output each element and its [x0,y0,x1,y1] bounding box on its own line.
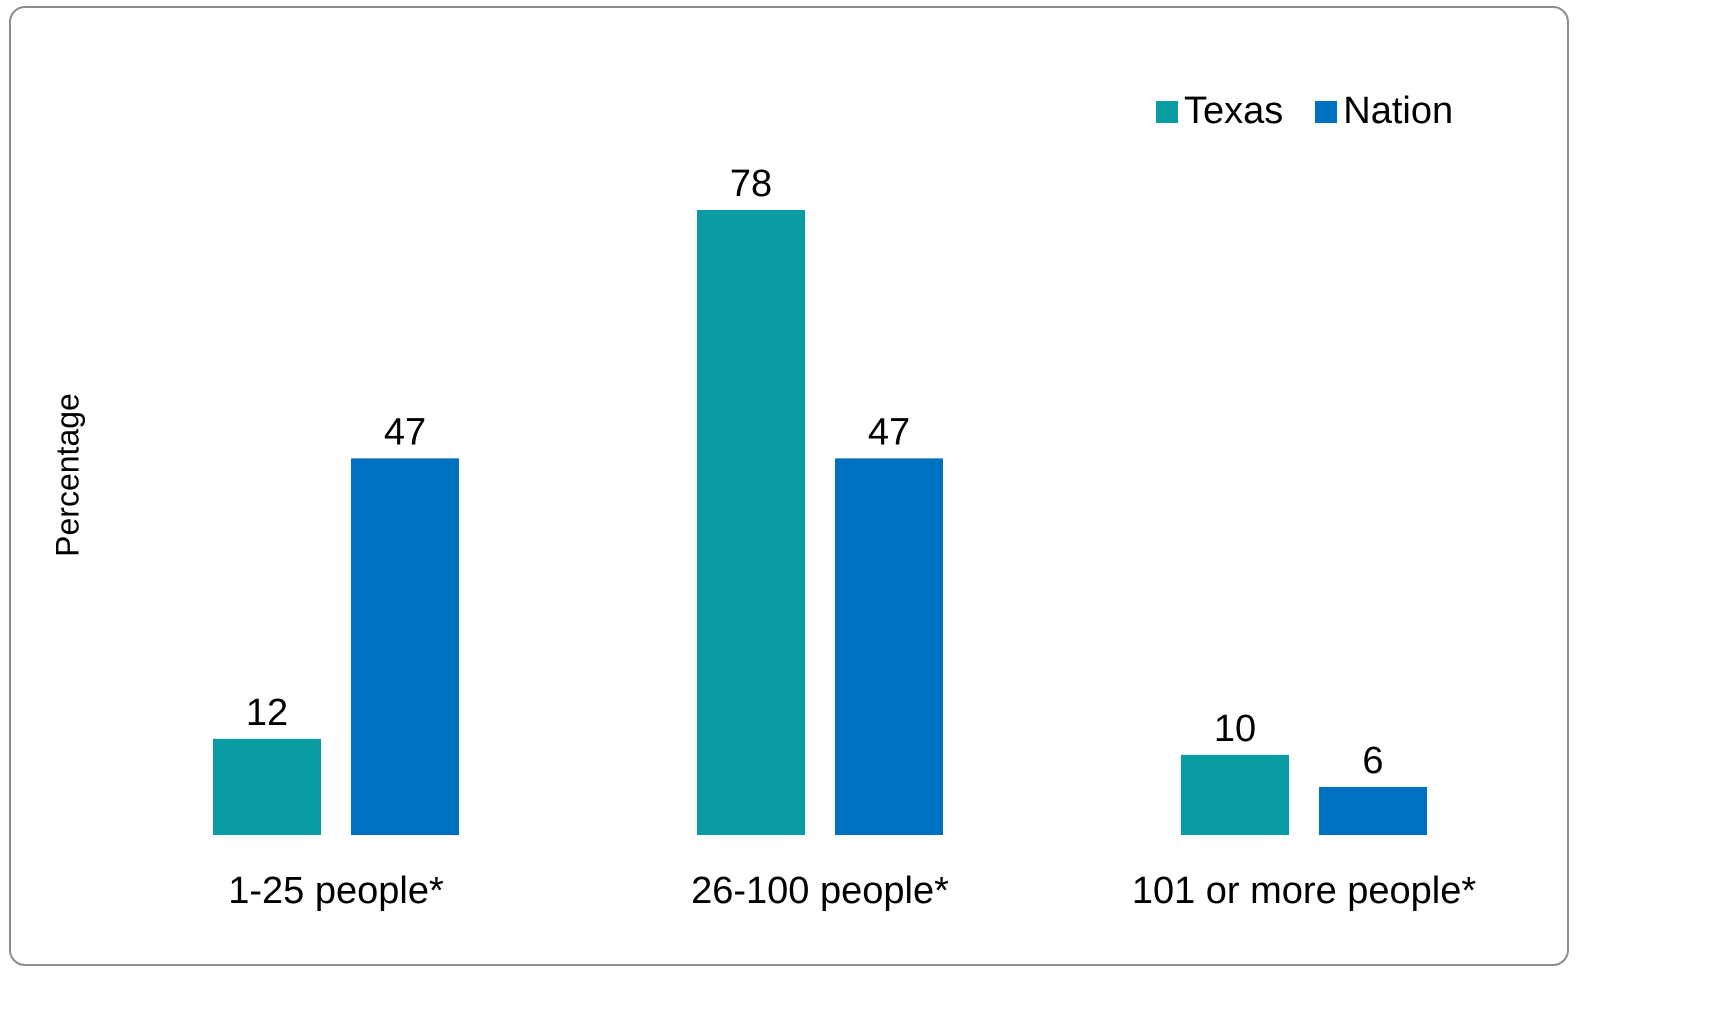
bar-texas-1-25 [213,738,321,835]
data-label-texas-1-25: 12 [246,692,288,734]
x-tick-label-101-plus: 101 or more people* [1132,870,1477,912]
legend-swatch-texas [1156,100,1178,123]
legend-swatch-nation [1315,100,1338,123]
bar-texas-101-plus [1181,754,1289,835]
x-tick-label-1-25: 1-25 people* [228,870,444,912]
legend-item-nation: Nation [1315,90,1453,133]
x-tick-label-26-100: 26-100 people* [691,870,949,912]
data-label-nation-101-plus: 6 [1362,740,1383,782]
legend-item-texas: Texas [1156,90,1283,133]
data-label-nation-1-25: 47 [384,411,426,453]
bar-nation-101-plus [1319,786,1427,835]
data-label-texas-26-100: 78 [730,163,772,205]
bar-nation-26-100 [835,458,943,835]
bar-texas-26-100 [697,210,805,835]
data-label-texas-101-plus: 10 [1214,708,1256,750]
legend-label-nation: Nation [1343,90,1454,132]
legend-label-texas: Texas [1184,90,1284,132]
chart-legend: Texas Nation [1156,90,1453,133]
data-label-nation-26-100: 47 [868,411,910,453]
bar-nation-1-25 [351,458,459,835]
